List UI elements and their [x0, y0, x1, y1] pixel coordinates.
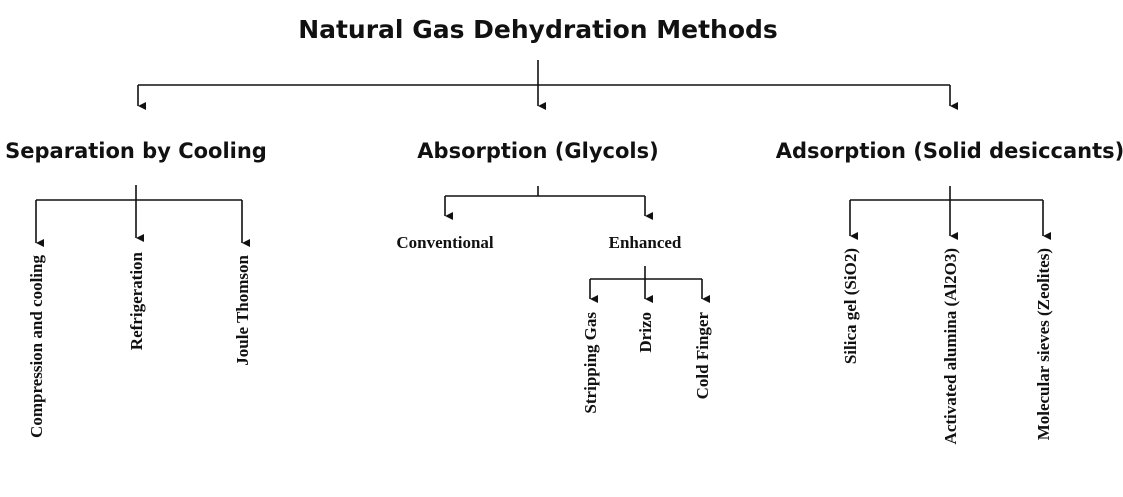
- branch-label: Adsorption (Solid desiccants): [776, 139, 1123, 163]
- leaf-label: Stripping Gas: [581, 312, 600, 414]
- leaf-label: Silica gel (SiO2): [841, 248, 860, 364]
- sub-branch-label: Enhanced: [609, 233, 682, 252]
- leaf-label: Joule Thomson: [233, 254, 252, 365]
- leaf-label: Compression and cooling: [27, 255, 46, 438]
- leaf-label: Activated alumina (Al2O3): [941, 248, 960, 444]
- branch-label: Absorption (Glycols): [417, 139, 658, 163]
- leaf-label: Cold Finger: [693, 312, 712, 400]
- sub-branch-label: Conventional: [396, 233, 494, 252]
- leaf-label: Drizo: [636, 312, 655, 353]
- leaf-label: Molecular sieves (Zeolites): [1034, 248, 1053, 440]
- branch-label: Separation by Cooling: [5, 139, 267, 163]
- title: Natural Gas Dehydration Methods: [298, 15, 778, 44]
- connectors: [35, 60, 1051, 303]
- leaf-label: Refrigeration: [127, 251, 146, 350]
